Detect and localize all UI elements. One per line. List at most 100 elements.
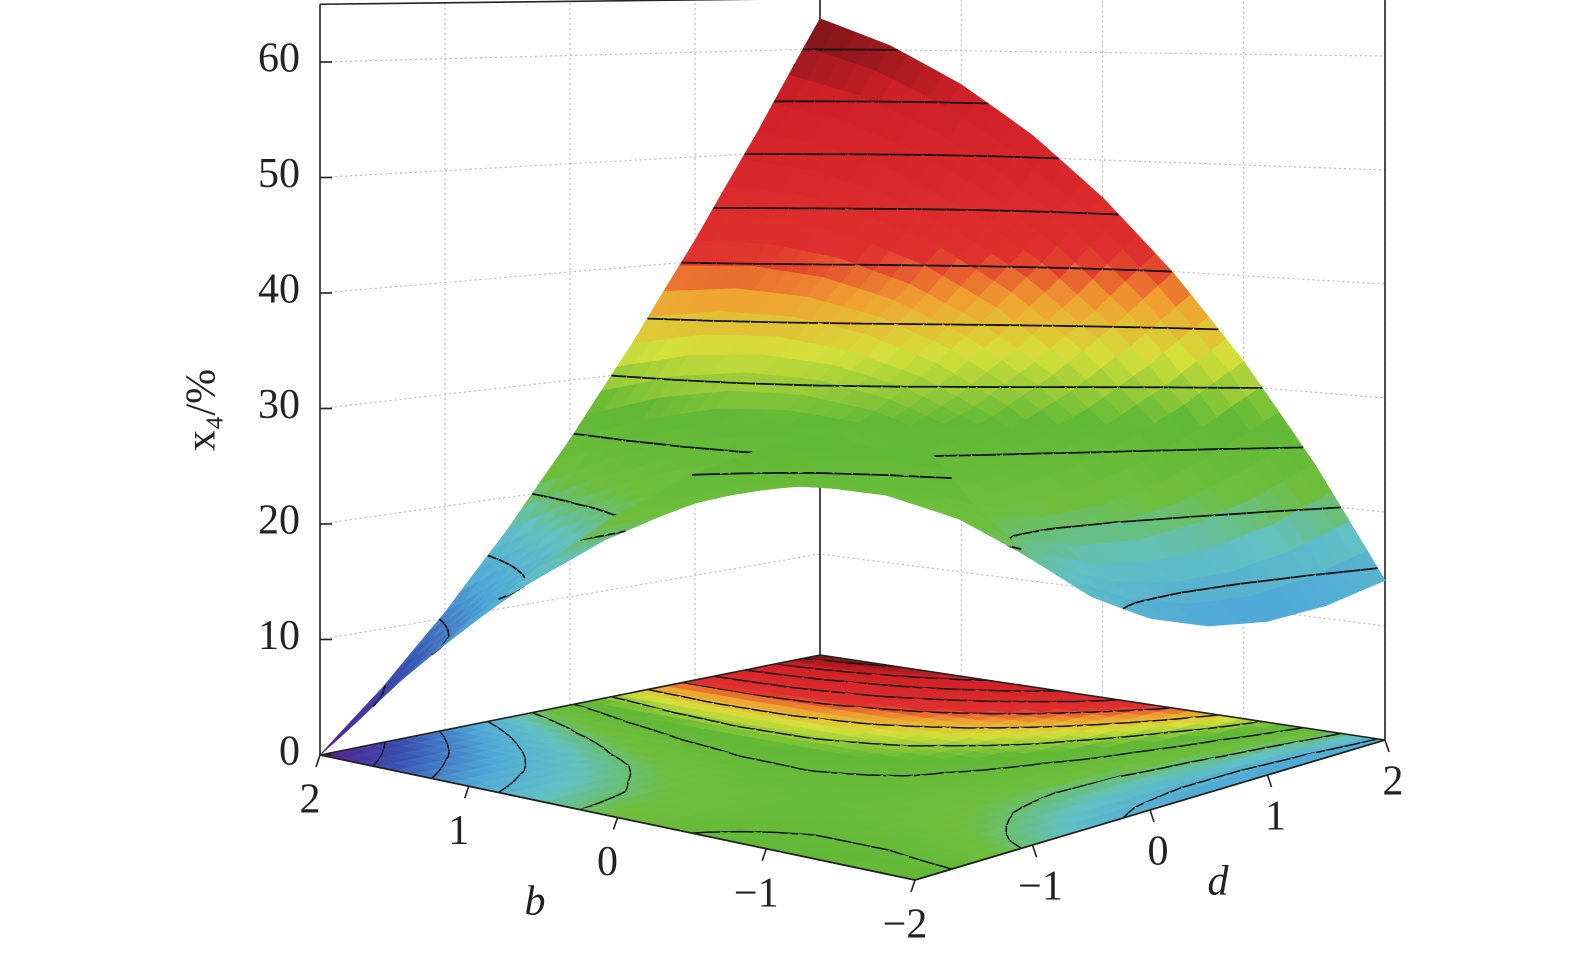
contour-line [1195,587,1211,592]
contour-line [784,674,805,679]
contour-line [587,434,601,439]
contour-line [704,718,722,724]
contour-line [588,506,596,510]
contour-line [1167,327,1194,330]
surface [319,18,1386,756]
contour-line [694,742,711,748]
contour-line [937,687,963,691]
contour-line [509,735,513,739]
contour-line [1215,513,1229,517]
contour-line [1228,750,1247,756]
contour-line [1264,509,1285,513]
contour-line [521,573,526,579]
contour-line [445,755,450,761]
contour-line [852,473,872,476]
contour-line [855,773,884,777]
contour-line [687,714,705,720]
contour-line [1246,511,1265,515]
contour-line [1207,726,1218,730]
contour-line [697,698,715,704]
contour-line [1011,841,1022,849]
contour-line [856,672,872,675]
contour-line [628,773,632,780]
b-tick-label: 1 [448,808,469,854]
contour-line [713,702,733,707]
contour-line [1168,787,1182,794]
contour-line [1066,451,1090,454]
contour-line [1180,589,1197,594]
contour-line [628,765,632,774]
contour-line [1324,746,1343,752]
contour-line [438,618,444,624]
contour-line [487,554,498,560]
contour-line [1121,772,1137,777]
contour-line [851,721,874,725]
contour-line [845,661,867,666]
contour-line [1322,506,1342,510]
contour-line [504,731,510,737]
contour-line [595,507,605,513]
contour-line [377,757,380,762]
contour-line [1083,325,1113,328]
contour-line [770,683,790,688]
contour-line [1039,740,1066,745]
contour-line [1111,751,1133,757]
contour-line [1112,268,1138,272]
contour-line [803,676,825,681]
contour-line [695,446,711,450]
contour-line [1019,762,1042,768]
contour-line [987,689,1015,692]
z-tick-label: 20 [258,498,300,544]
contour-line [737,382,756,385]
contour-line [436,768,442,774]
contour-line [543,495,549,499]
contour-line [603,510,612,515]
contour-line [1118,734,1144,739]
contour-line [662,378,672,381]
contour-line [1057,211,1087,215]
contour-line [446,628,450,634]
contour-line [587,707,602,714]
contour-line [1240,765,1258,772]
contour-line [1228,512,1247,516]
contour-line [664,318,681,321]
contour-line [901,709,924,713]
contour-line [516,744,523,752]
b-tick-label: 0 [597,839,618,885]
contour-line [1299,739,1304,743]
contour-line [446,744,450,750]
contour-line [878,707,902,712]
contour-line [835,670,857,674]
contour-line [792,699,813,704]
contour-line [1132,748,1155,754]
contour-line [1324,571,1343,575]
contour-line [958,770,972,773]
contour-line [1360,567,1378,571]
contour-line [1172,515,1190,520]
contour-line [671,378,689,382]
contour-line [1162,745,1177,750]
contour-line [924,725,943,729]
contour-line [639,725,654,731]
contour-line [789,686,811,691]
contour-line [1053,760,1067,764]
contour-line [773,762,792,768]
contour-line [663,692,681,697]
contour-line [793,734,813,740]
contour-line [925,711,952,714]
contour-line [1189,514,1210,518]
contour-line [532,492,545,498]
contour-line [834,838,853,844]
contour-line [548,496,556,500]
contour-line [738,755,757,761]
contour-line [736,725,756,731]
contour-line [498,558,506,564]
contour-line [380,749,385,756]
contour-line [815,472,835,475]
contour-line [603,747,612,755]
contour-line [897,696,915,699]
b-tick-label: 2 [300,777,321,823]
contour-line [1315,749,1325,754]
contour-line [1157,594,1170,599]
b-tick [761,848,768,862]
